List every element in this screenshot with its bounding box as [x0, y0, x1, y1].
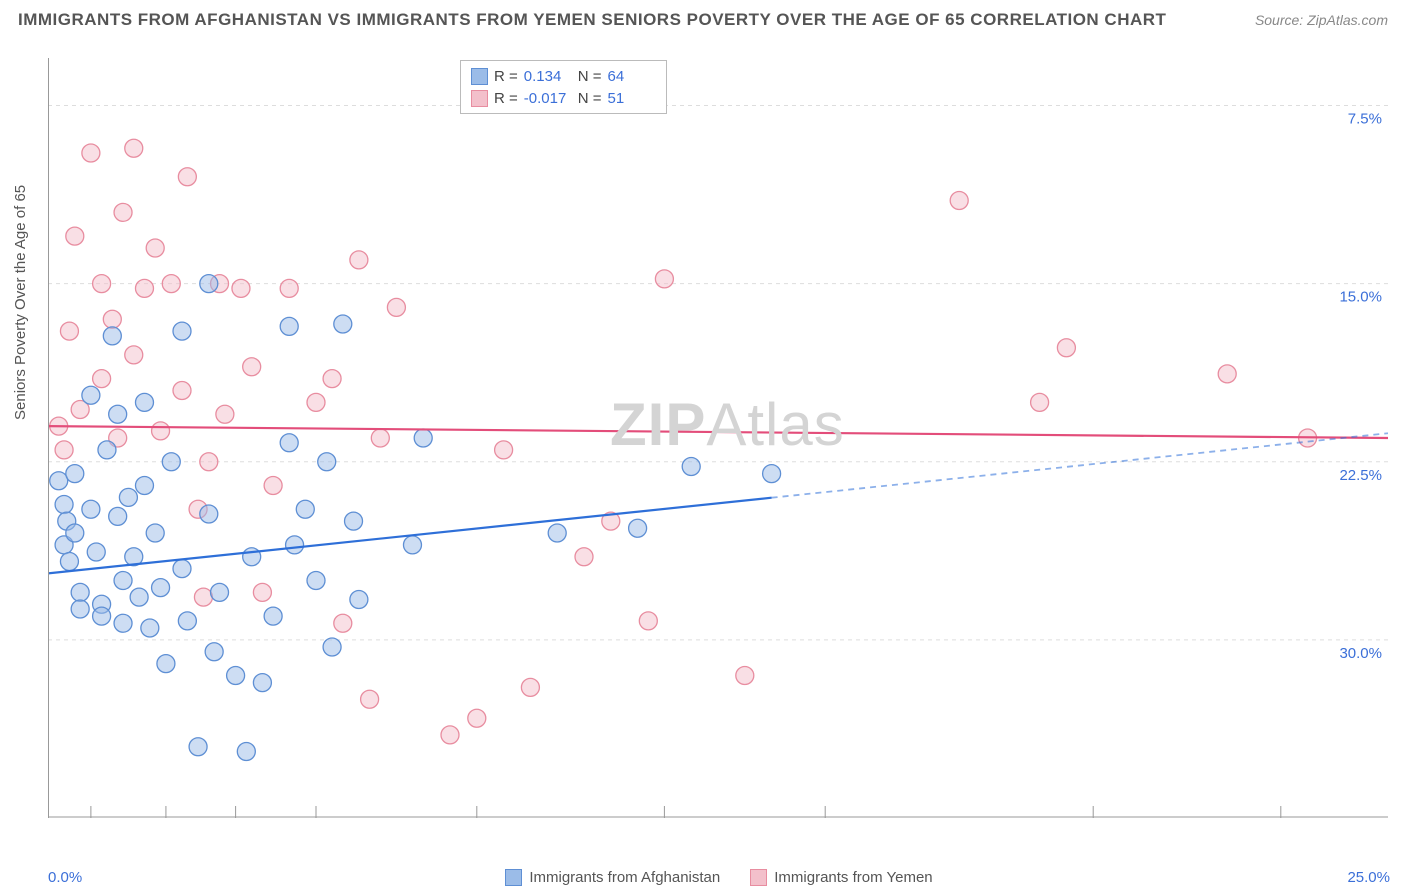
swatch-afghanistan — [471, 68, 488, 85]
n-value: 64 — [608, 68, 656, 85]
legend-group: Immigrants from Afghanistan Immigrants f… — [505, 869, 932, 886]
swatch-afghanistan — [505, 869, 522, 886]
legend-label: Immigrants from Afghanistan — [529, 869, 720, 886]
r-label: R = — [494, 68, 518, 85]
x-max-label: 25.0% — [1347, 869, 1390, 886]
chart-header: IMMIGRANTS FROM AFGHANISTAN VS IMMIGRANT… — [18, 10, 1388, 30]
svg-text:30.0%: 30.0% — [1339, 645, 1382, 662]
x-min-label: 0.0% — [48, 869, 82, 886]
legend-label: Immigrants from Yemen — [774, 869, 932, 886]
chart-plot-area: 30.0% 22.5% 15.0% 7.5% — [48, 58, 1388, 818]
y-axis-label: Seniors Poverty Over the Age of 65 — [12, 185, 29, 420]
n-value: 51 — [608, 90, 656, 107]
bottom-legend-bar: 0.0% Immigrants from Afghanistan Immigra… — [48, 869, 1390, 886]
n-label: N = — [578, 90, 602, 107]
svg-text:22.5%: 22.5% — [1339, 467, 1382, 484]
correlation-stats-box: R = 0.134 N = 64 R = -0.017 N = 51 — [460, 60, 667, 114]
source-attribution: Source: ZipAtlas.com — [1255, 12, 1388, 28]
r-value: 0.134 — [524, 68, 572, 85]
stats-row-afghanistan: R = 0.134 N = 64 — [471, 65, 656, 87]
r-value: -0.017 — [524, 90, 572, 107]
r-label: R = — [494, 90, 518, 107]
svg-text:7.5%: 7.5% — [1348, 111, 1382, 128]
legend-item-afghanistan: Immigrants from Afghanistan — [505, 869, 720, 886]
scatter-plot-svg: 30.0% 22.5% 15.0% 7.5% — [48, 58, 1388, 818]
chart-title: IMMIGRANTS FROM AFGHANISTAN VS IMMIGRANT… — [18, 10, 1166, 30]
legend-item-yemen: Immigrants from Yemen — [750, 869, 932, 886]
swatch-yemen — [750, 869, 767, 886]
swatch-yemen — [471, 90, 488, 107]
stats-row-yemen: R = -0.017 N = 51 — [471, 87, 656, 109]
n-label: N = — [578, 68, 602, 85]
svg-text:15.0%: 15.0% — [1339, 289, 1382, 306]
